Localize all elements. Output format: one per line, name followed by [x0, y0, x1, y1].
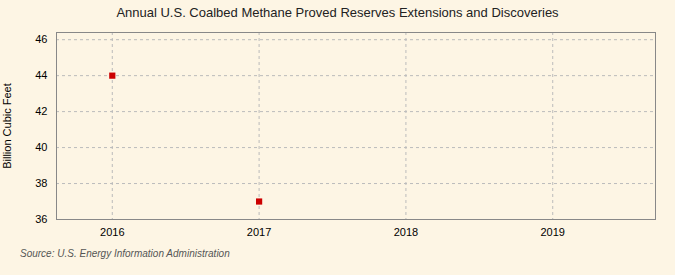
svg-text:40: 40	[35, 141, 47, 153]
svg-text:46: 46	[35, 33, 47, 45]
svg-text:2018: 2018	[394, 226, 418, 238]
svg-text:36: 36	[35, 213, 47, 225]
svg-text:2016: 2016	[100, 226, 124, 238]
svg-text:2017: 2017	[247, 226, 271, 238]
svg-text:38: 38	[35, 177, 47, 189]
html-text:Source: U.S. Energy Informatio: Source: U.S. Energy Information Administ…	[20, 248, 230, 259]
svg-text:2019: 2019	[540, 226, 564, 238]
svg-text:44: 44	[35, 69, 47, 81]
svg-text:Billion Cubic Feet: Billion Cubic Feet	[1, 83, 13, 169]
svg-text:42: 42	[35, 105, 47, 117]
html-text:Annual U.S. Coalbed Methane Pr: Annual U.S. Coalbed Methane Proved Reser…	[116, 5, 559, 20]
